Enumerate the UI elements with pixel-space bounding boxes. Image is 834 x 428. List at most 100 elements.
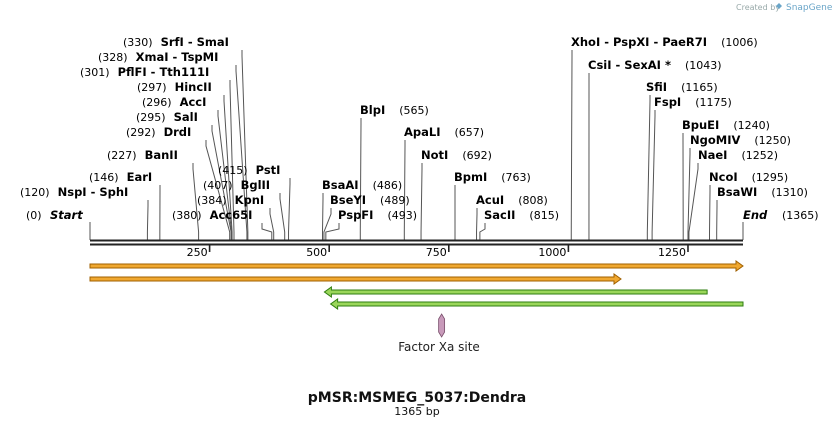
site-label-xmai: (328) XmaI - TspMI <box>98 50 218 64</box>
site-name: XhoI - PspXI - PaeR7I <box>571 35 707 49</box>
site-leader <box>325 223 340 240</box>
site-position: (330) <box>123 36 153 49</box>
site-position: (415) <box>218 164 248 177</box>
site-position: (1165) <box>681 81 718 94</box>
site-position: (296) <box>142 96 172 109</box>
site-label-drdi: (292) DrdI <box>126 125 191 139</box>
site-position: (489) <box>380 194 410 207</box>
site-label-naei: (1252) NaeI <box>698 148 778 162</box>
site-name: Acc65I <box>210 208 253 222</box>
start-name: Start <box>50 208 83 222</box>
restriction-site-labels: (330) SrfI - SmaI (328) XmaI - TspMI (301) Pf… <box>20 35 808 222</box>
site-position: (146) <box>89 171 119 184</box>
site-label-ncoi: (1295) NcoI <box>709 170 788 184</box>
site-name: HincII <box>175 80 212 94</box>
site-name: BseYI <box>330 193 366 207</box>
site-leader <box>241 50 249 240</box>
site-name: NaeI <box>698 148 727 162</box>
site-name: SfiI <box>646 80 667 94</box>
site-label-acui: (808) AcuI <box>476 193 548 207</box>
site-name: PflFI - Tth111I <box>118 65 210 79</box>
site-position: (301) <box>80 66 110 79</box>
start-label: (0) Start <box>26 208 83 222</box>
end-position: (1365) <box>782 209 819 222</box>
map-length: 1365 bp <box>394 405 439 418</box>
site-position: (292) <box>126 126 156 139</box>
site-label-bsawi: (1310) BsaWI <box>717 185 808 199</box>
site-position: (657) <box>455 126 485 139</box>
site-name: EarI <box>127 170 153 184</box>
site-name: BglII <box>241 178 271 192</box>
site-position: (380) <box>172 209 202 222</box>
site-position: (1043) <box>685 59 722 72</box>
site-leader <box>235 65 248 240</box>
site-position: (384) <box>197 194 227 207</box>
site-leader <box>570 50 573 240</box>
site-leader <box>288 178 291 240</box>
site-position: (297) <box>137 81 167 94</box>
site-name: NcoI <box>709 170 738 184</box>
site-name: KpnI <box>235 193 265 207</box>
site-label-pflfi: (301) PflFI - Tth111I <box>80 65 209 79</box>
map-title: pMSR:MSMEG_5037:Dendra <box>308 390 526 406</box>
site-label-blpi: (565) BlpI <box>360 103 429 117</box>
site-label-ngomiv: (1250) NgoMIV <box>690 133 791 147</box>
site-position: (815) <box>529 209 559 222</box>
site-leader <box>687 148 691 240</box>
ruler-ticks: 250 500 750 1000 1250 <box>187 245 689 259</box>
site-name: NotI <box>421 148 448 162</box>
site-label-sali: (295) SalI <box>136 110 198 124</box>
credit-brand: SnapGene <box>786 3 833 13</box>
site-label-nspi: (120) NspI - SphI <box>20 185 128 199</box>
site-leader <box>323 208 332 240</box>
site-leader <box>321 193 324 240</box>
site-leader <box>146 200 149 240</box>
site-position: (1295) <box>752 171 789 184</box>
site-label-srfi: (330) SrfI - SmaI <box>123 35 229 49</box>
site-name: BsaAI <box>322 178 359 192</box>
sequence-backbone <box>90 239 743 246</box>
ruler-tick-label: 500 <box>306 246 327 259</box>
site-label-acci: (296) AccI <box>142 95 206 109</box>
site-leader <box>205 140 231 240</box>
feature-arrows <box>89 260 744 310</box>
site-name: XmaI - TspMI <box>136 50 219 64</box>
site-position: (1310) <box>771 186 808 199</box>
site-name: SacII <box>484 208 515 222</box>
site-leader <box>651 110 656 240</box>
site-leader <box>688 163 699 240</box>
site-label-noti: (692) NotI <box>421 148 492 162</box>
site-leader <box>646 95 651 240</box>
ruler-tick-label: 1000 <box>538 246 566 259</box>
site-name: NgoMIV <box>690 133 740 147</box>
site-position: (1175) <box>695 96 732 109</box>
site-position: (1240) <box>733 119 770 132</box>
feature-arrow-reverse <box>323 286 708 298</box>
site-name: SalI <box>174 110 198 124</box>
site-leader <box>229 80 235 240</box>
site-position: (227) <box>107 149 137 162</box>
site-label-bseyi: (489) BseYI <box>330 193 410 207</box>
site-label-bpuei: (1240) BpuEI <box>682 118 770 132</box>
site-name: FspI <box>654 95 681 109</box>
site-label-banii: (227) BanII <box>107 148 178 162</box>
ruler-tick-label: 750 <box>426 246 447 259</box>
site-position: (1250) <box>754 134 791 147</box>
start-position: (0) <box>26 209 42 222</box>
site-leader <box>269 208 275 240</box>
site-label-acc65i: (380) Acc65I <box>172 208 252 222</box>
site-position: (407) <box>203 179 233 192</box>
end-name: End <box>743 208 768 222</box>
site-position: (120) <box>20 186 50 199</box>
site-label-kpni: (384) KpnI <box>197 193 264 207</box>
snapgene-logo-icon <box>776 3 782 9</box>
site-label-apali: (657) ApaLI <box>404 125 484 139</box>
site-name: BpuEI <box>682 118 719 132</box>
site-position: (565) <box>399 104 429 117</box>
site-label-bsaai: (486) BsaAI <box>322 178 402 192</box>
site-label-sacii: (815) SacII <box>484 208 559 222</box>
site-name: SrfI - SmaI <box>161 35 229 49</box>
site-label-fspi: (1175) FspI <box>654 95 732 109</box>
site-name: DrdI <box>164 125 192 139</box>
